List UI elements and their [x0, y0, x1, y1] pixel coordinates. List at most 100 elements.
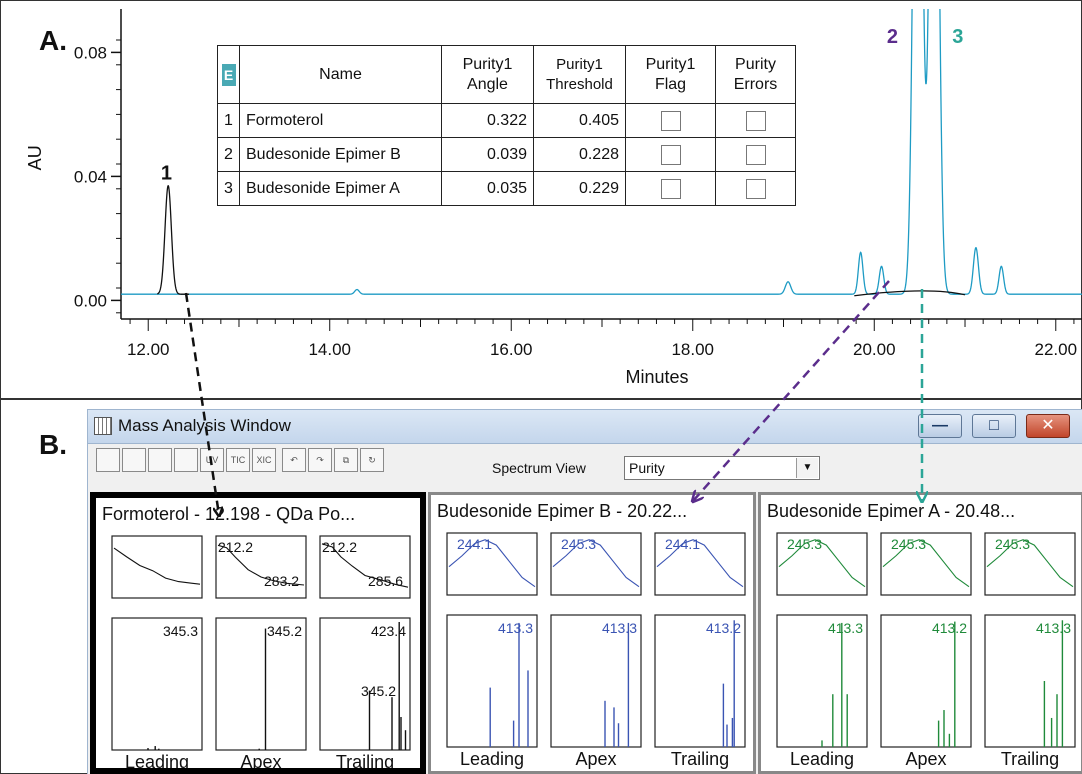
table-corner[interactable]: E	[217, 45, 240, 104]
table-header-row: E Name Purity1 Angle Purity1 Threshold P…	[217, 45, 796, 104]
uv-spectrum-plot	[215, 535, 307, 599]
toolbar-button-3[interactable]	[148, 448, 172, 472]
purity-errors-checkbox[interactable]	[745, 110, 766, 131]
spectrum-panel-title: Budesonide Epimer B - 20.22...	[437, 501, 688, 521]
uv-peak-label: 245.3	[787, 536, 822, 552]
ms-spectrum-plot	[446, 614, 538, 748]
ms-spectrum-plot	[111, 617, 203, 751]
purity-flag-checkbox[interactable]	[660, 144, 681, 165]
export-icon[interactable]: ⧉	[334, 448, 358, 472]
spectrum-position-label: Apex	[240, 752, 281, 768]
row-angle: 0.322	[441, 103, 534, 138]
spectrum-position-label: Leading	[790, 749, 854, 769]
purity-table: E Name Purity1 Angle Purity1 Threshold P…	[217, 45, 796, 206]
spectrum-panel-epimer-a[interactable]: Budesonide Epimer A - 20.48... 245.3 413.…	[758, 492, 1082, 774]
spectrum-position-label: Apex	[905, 749, 946, 769]
table-row[interactable]: 1 Formoterol 0.322 0.405	[217, 103, 796, 138]
ms-spectrum-plot	[215, 617, 307, 751]
mass-analysis-window[interactable]: Mass Analysis Window — □ ✕ UV TIC XIC ↶ …	[87, 409, 1082, 774]
spectrum-view-select[interactable]: Purity ▼	[624, 456, 820, 480]
toolbar-button-2[interactable]	[122, 448, 146, 472]
table-settings-icon[interactable]: E	[221, 63, 236, 86]
spectrum-view-value: Purity	[629, 460, 665, 476]
uv-spectrum-plot	[111, 535, 203, 599]
purity-flag-checkbox[interactable]	[660, 110, 681, 131]
spectrum-panel-formoterol[interactable]: Formoterol - 12.198 - QDa Po... 345.3 Lea…	[90, 492, 426, 774]
ms-peak-label: 413.3	[1036, 620, 1071, 636]
window-title: Mass Analysis Window	[118, 416, 291, 435]
tic-button[interactable]: TIC	[226, 448, 250, 472]
ms-peak-label: 413.3	[498, 620, 533, 636]
uv-peak-label: 245.3	[995, 536, 1030, 552]
x-tick-label: 22.00	[1035, 340, 1078, 359]
ms-spectrum-plot	[550, 614, 642, 748]
xic-button[interactable]: XIC	[252, 448, 276, 472]
ms-peak-label: 345.2	[361, 683, 396, 699]
spectrum-position-label: Trailing	[1001, 749, 1059, 769]
purity-errors-checkbox[interactable]	[745, 178, 766, 199]
column-header-errors[interactable]: Purity Errors	[715, 45, 796, 104]
uv-peak-label: 244.1	[457, 536, 492, 552]
ms-spectrum-plot	[654, 614, 746, 748]
refresh-icon[interactable]: ↻	[360, 448, 384, 472]
y-axis-label: AU	[25, 145, 45, 170]
y-tick-label: 0.00	[74, 291, 107, 310]
ms-peak-label: 413.3	[828, 620, 863, 636]
uv-peak-label: 212.2	[218, 539, 253, 555]
maximize-button[interactable]: □	[972, 414, 1016, 438]
uv-peak-label: 283.2	[264, 573, 299, 589]
uv-trace	[113, 547, 201, 585]
minimize-button[interactable]: —	[918, 414, 962, 438]
spectrum-plots: 244.1 413.3 Leading 245.3 413.3 Apex 244.1 413.…	[446, 532, 746, 769]
spectrum-position-label: Trailing	[671, 749, 729, 769]
spectrum-position-label: Leading	[460, 749, 524, 769]
spectrum-position-label: Apex	[575, 749, 616, 769]
undo-icon[interactable]: ↶	[282, 448, 306, 472]
uv-trace	[882, 539, 970, 588]
row-threshold: 0.405	[533, 103, 626, 138]
ms-spectrum-plot	[880, 614, 972, 748]
uv-button[interactable]: UV	[200, 448, 224, 472]
uv-trace	[217, 544, 305, 586]
peak-label: 1	[161, 163, 172, 185]
uv-trace	[448, 539, 536, 588]
redo-icon[interactable]: ↷	[308, 448, 332, 472]
y-tick-label: 0.08	[74, 43, 107, 62]
x-tick-label: 20.00	[853, 340, 896, 359]
ms-spectrum-plot	[776, 614, 868, 748]
spectrum-position-label: Trailing	[336, 752, 394, 768]
column-header-flag[interactable]: Purity1 Flag	[625, 45, 716, 104]
table-row[interactable]: 2 Budesonide Epimer B 0.039 0.228	[217, 137, 796, 172]
uv-peak-label: 212.2	[322, 539, 357, 555]
spectrum-panel-title: Budesonide Epimer A - 20.48...	[767, 501, 1016, 521]
chromatogram: 0.00 0.04 0.08 12.00 14.00 16.00 18.00 20.00 22.…	[25, 9, 1082, 387]
spectrum-plots: 245.3 413.3 Leading 245.3 413.2 Apex 245.3 413.…	[776, 532, 1076, 769]
column-header-threshold[interactable]: Purity1 Threshold	[533, 45, 626, 104]
chevron-down-icon[interactable]: ▼	[796, 458, 818, 478]
uv-trace	[321, 543, 409, 588]
window-titlebar[interactable]: Mass Analysis Window — □ ✕	[88, 410, 1082, 444]
row-name: Budesonide Epimer B	[239, 137, 442, 172]
purity-errors-checkbox[interactable]	[745, 144, 766, 165]
toolbar-button-4[interactable]	[174, 448, 198, 472]
ms-peak-label: 413.2	[932, 620, 967, 636]
spectrum-position-label: Leading	[125, 752, 189, 768]
spectrum-panel-epimer-b[interactable]: Budesonide Epimer B - 20.22... 244.1 413.…	[428, 492, 756, 774]
row-name: Formoterol	[239, 103, 442, 138]
close-button[interactable]: ✕	[1026, 414, 1070, 438]
toolbar-button-1[interactable]	[96, 448, 120, 472]
row-flag-cell	[625, 171, 716, 206]
spectrum-plots: 345.3 Leading 212.2 283.2 345.2 Apex 212.2 285.…	[111, 535, 411, 768]
column-header-angle[interactable]: Purity1 Angle	[441, 45, 534, 104]
uv-peak-label: 245.3	[561, 536, 596, 552]
row-errors-cell	[715, 103, 796, 138]
table-row[interactable]: 3 Budesonide Epimer A 0.035 0.229	[217, 171, 796, 206]
purity-flag-checkbox[interactable]	[660, 178, 681, 199]
panel-divider	[1, 398, 1082, 400]
column-header-name[interactable]: Name	[239, 45, 442, 104]
uv-peak-label: 285.6	[368, 573, 403, 589]
x-tick-label: 14.00	[308, 340, 351, 359]
ms-spectrum-plot	[319, 617, 411, 751]
uv-trace	[986, 539, 1074, 588]
